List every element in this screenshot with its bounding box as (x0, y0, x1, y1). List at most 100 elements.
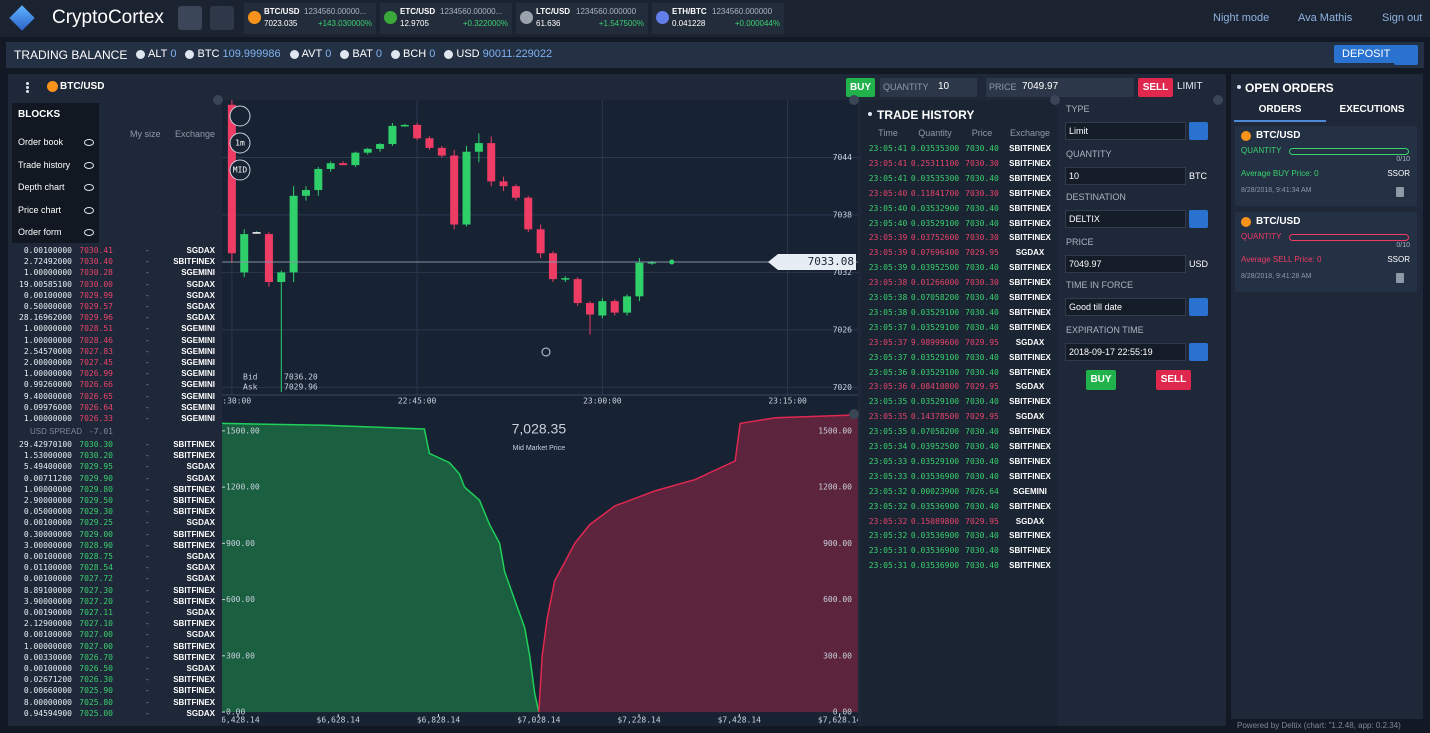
form-value: 10 (1069, 171, 1080, 181)
chart-button[interactable] (229, 132, 251, 154)
chart-button[interactable] (229, 159, 251, 181)
ob-price: 7029.57 (79, 302, 113, 311)
order-type[interactable]: LIMIT (1177, 81, 1203, 92)
delete-button[interactable] (1396, 273, 1404, 283)
sign-out[interactable]: Sign out (1382, 12, 1423, 24)
trade-time: 23:05:37 (868, 352, 908, 362)
menu-dot[interactable] (26, 82, 29, 85)
order-filled: 0/10 (1396, 242, 1410, 249)
form-sell[interactable]: SELL (1156, 370, 1191, 390)
ob-exchange: SGDAX (186, 630, 215, 640)
icon-button[interactable] (210, 6, 234, 30)
delete-button[interactable] (1396, 187, 1404, 197)
icon-button[interactable] (178, 6, 202, 30)
orders-tab[interactable]: EXECUTIONS (1339, 104, 1405, 115)
form-field[interactable] (1065, 122, 1186, 140)
sell-button[interactable]: SELL (1138, 78, 1173, 97)
ob-my-size: - (145, 540, 150, 550)
ob-exchange: SBITFINEX (173, 440, 215, 449)
night-mode[interactable]: Night mode (1213, 12, 1270, 24)
block-item[interactable]: Trade history (18, 159, 71, 170)
trade-quantity: 0.03529100 (910, 367, 960, 377)
trade-exchange: SGDAX (1015, 337, 1045, 347)
close-button[interactable] (1213, 95, 1223, 105)
x-tick-label: 23:15:00 (768, 397, 807, 406)
ob-my-size: - (145, 675, 150, 685)
ob-my-size: - (145, 507, 150, 517)
ticker-card[interactable] (244, 3, 376, 34)
ob-size: 0.30000000 (23, 529, 72, 539)
ob-size: 5.49400000 (23, 462, 72, 472)
trade-time: 23:05:39 (868, 248, 908, 258)
trade-exchange: SBITFINEX (1009, 456, 1051, 466)
ob-exchange: SBITFINEX (173, 585, 215, 595)
ob-exchange: SGDAX (186, 518, 215, 528)
candle-body (277, 272, 286, 282)
quantity-value: 10 (938, 81, 950, 92)
ob-price: 7027.11 (79, 608, 113, 617)
settings-button[interactable] (1394, 45, 1418, 65)
block-item[interactable]: Order book (18, 137, 64, 147)
dropdown-button[interactable] (1189, 343, 1208, 361)
block-item[interactable]: Depth chart (18, 182, 65, 192)
candle-body (326, 163, 335, 169)
bid-value: 7036.20 (284, 373, 318, 382)
user-name[interactable]: Ava Mathis (1298, 12, 1353, 24)
ob-my-size: - (145, 708, 150, 718)
form-field[interactable] (1065, 255, 1186, 273)
trade-price: 7030.40 (965, 456, 999, 466)
coin-icon (1241, 131, 1251, 141)
form-field[interactable] (1065, 167, 1186, 185)
trade-time: 23:05:33 (868, 456, 908, 466)
ob-size: 0.00100000 (23, 246, 72, 255)
dropdown-button[interactable] (1189, 122, 1208, 140)
candle-body (548, 253, 557, 280)
ob-size: 1.00000000 (23, 324, 72, 334)
close-button[interactable] (213, 95, 223, 105)
ob-exchange: SGDAX (186, 664, 215, 673)
ticker-price: 0.041228 (672, 19, 706, 28)
form-field[interactable] (1065, 298, 1186, 316)
ob-exchange: SGEMINI (181, 335, 215, 345)
form-field[interactable] (1065, 210, 1186, 228)
block-item[interactable]: Price chart (18, 204, 62, 215)
price-box[interactable] (986, 78, 1134, 97)
price-tag (768, 254, 856, 271)
fill-bar (1289, 148, 1409, 155)
quantity-box[interactable] (880, 78, 977, 97)
dropdown-button[interactable] (1189, 210, 1208, 228)
ticker-change: +0.000044% (734, 19, 780, 28)
menu-dot[interactable] (26, 86, 29, 89)
ob-my-size: - (145, 462, 150, 472)
ticker-card[interactable] (652, 3, 784, 34)
ticker-card[interactable] (516, 3, 648, 34)
ob-exchange: SGDAX (186, 462, 215, 472)
buy-button[interactable]: BUY (846, 78, 875, 97)
close-button[interactable] (849, 409, 859, 419)
form-buy[interactable]: BUY (1086, 370, 1116, 390)
close-button[interactable] (1050, 95, 1060, 105)
order-average: Average BUY Price: 0 (1241, 169, 1319, 178)
form-field[interactable] (1065, 343, 1186, 361)
order-date: 8/28/2018, 9:41:28 AM (1241, 273, 1312, 280)
dropdown-button[interactable] (1189, 298, 1208, 316)
trade-exchange: SBITFINEX (1009, 397, 1051, 407)
pair-selector[interactable]: BTC/USD (60, 81, 105, 92)
ticker-change: +1.547500% (598, 19, 644, 28)
trade-title: TRADE HISTORY (877, 108, 975, 122)
ticker-card[interactable] (380, 3, 512, 34)
block-item[interactable]: Order form (18, 227, 62, 237)
trade-price: 7030.40 (965, 561, 999, 571)
trade-exchange: SGDAX (1015, 248, 1045, 258)
balance-item: BCH 0 (391, 48, 435, 60)
chart-type-button[interactable] (229, 105, 251, 127)
candle-body (635, 262, 644, 297)
price-value: 7049.97 (1022, 81, 1059, 92)
menu-dot[interactable] (26, 90, 29, 93)
ob-exchange: SGDAX (186, 473, 215, 483)
orders-tab[interactable]: ORDERS (1258, 104, 1302, 115)
deposit-button[interactable]: DEPOSIT (1334, 45, 1399, 63)
close-button[interactable] (849, 95, 859, 105)
ob-price: 7026.65 (79, 391, 113, 401)
bid-label: Bid (243, 373, 258, 382)
